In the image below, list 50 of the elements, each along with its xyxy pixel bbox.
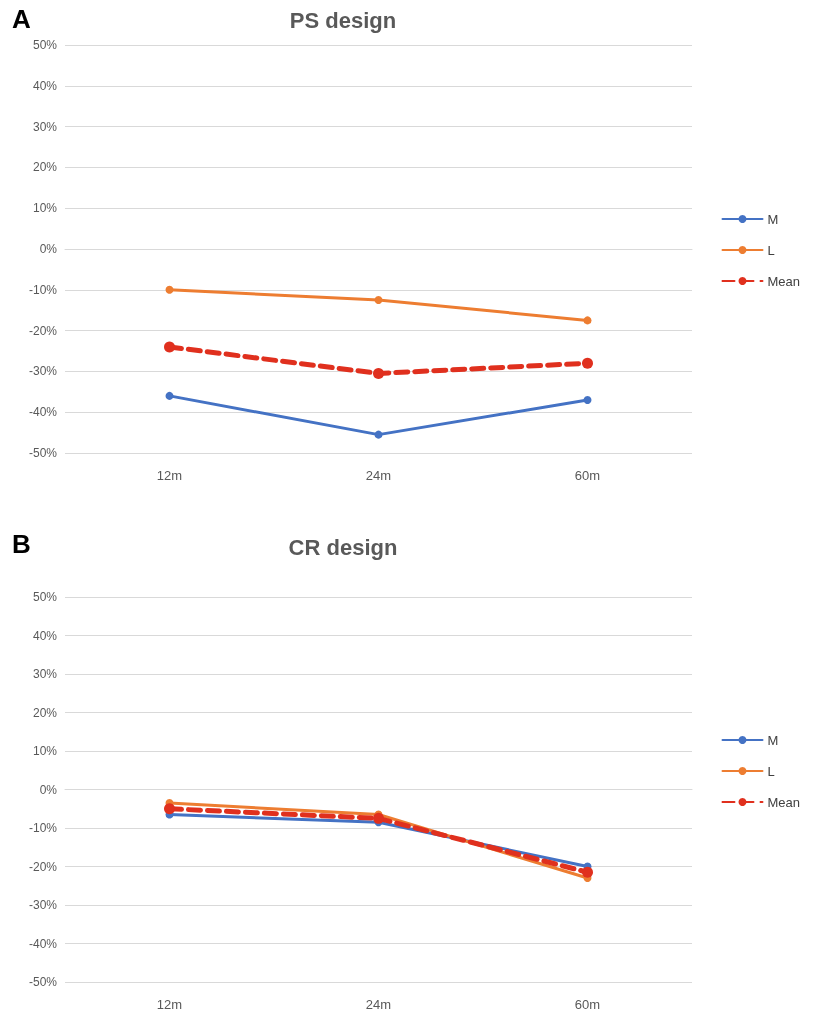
x-tick-label: 60m: [574, 997, 601, 1012]
y-tick-label: -20%: [28, 859, 58, 874]
text: B: [12, 529, 31, 559]
y-tick-label: -50%: [28, 975, 58, 989]
point: [374, 296, 383, 304]
y-tick-label: 10%: [32, 744, 58, 758]
y-tick-label: -20%: [28, 323, 58, 338]
point: [582, 866, 593, 878]
x-tick-label: 60m: [574, 468, 601, 483]
point: [373, 367, 384, 379]
y-tick-label: 50%: [32, 38, 58, 52]
legend-label: M: [767, 211, 779, 227]
y-tick-label: 0%: [39, 782, 58, 797]
y-tick-label: -40%: [28, 405, 58, 420]
point: [165, 285, 174, 294]
y-tick-label: 30%: [32, 119, 58, 134]
y-tick-label: 10%: [32, 201, 58, 216]
legend-label: L: [767, 763, 775, 779]
y-tick-label: -30%: [28, 364, 58, 379]
x-tick-label: 24m: [365, 468, 392, 483]
legend-label: Mean: [767, 794, 801, 810]
y-tick-label: 40%: [32, 78, 58, 93]
x-tick-label: 24m: [365, 997, 392, 1012]
point: [582, 357, 593, 369]
y-tick-label: -10%: [28, 282, 58, 297]
y-tick-label: 20%: [32, 705, 58, 720]
y-tick-label: 50%: [32, 590, 58, 604]
y-tick-label: 0%: [39, 242, 58, 256]
point: [583, 316, 592, 325]
legend-label: Mean: [767, 273, 801, 289]
point: [583, 395, 592, 404]
y-tick-label: -10%: [28, 821, 58, 835]
point: [164, 341, 175, 353]
text: A: [12, 4, 31, 34]
x-tick-label: 12m: [156, 997, 183, 1012]
point: [373, 812, 384, 824]
y-tick-label: -30%: [28, 898, 58, 912]
y-tick-label: 20%: [32, 160, 58, 175]
chart-title: PS design: [289, 7, 397, 33]
y-tick-label: -50%: [28, 446, 58, 460]
point: [164, 803, 175, 815]
point: [165, 391, 174, 400]
y-tick-label: -40%: [28, 936, 58, 951]
legend-label: L: [767, 242, 775, 258]
legend-label: M: [767, 732, 779, 748]
point: [374, 430, 383, 439]
y-tick-label: 30%: [32, 667, 58, 681]
chart-title: CR design: [288, 534, 398, 560]
x-tick-label: 12m: [156, 468, 183, 483]
y-tick-label: 40%: [32, 628, 58, 643]
